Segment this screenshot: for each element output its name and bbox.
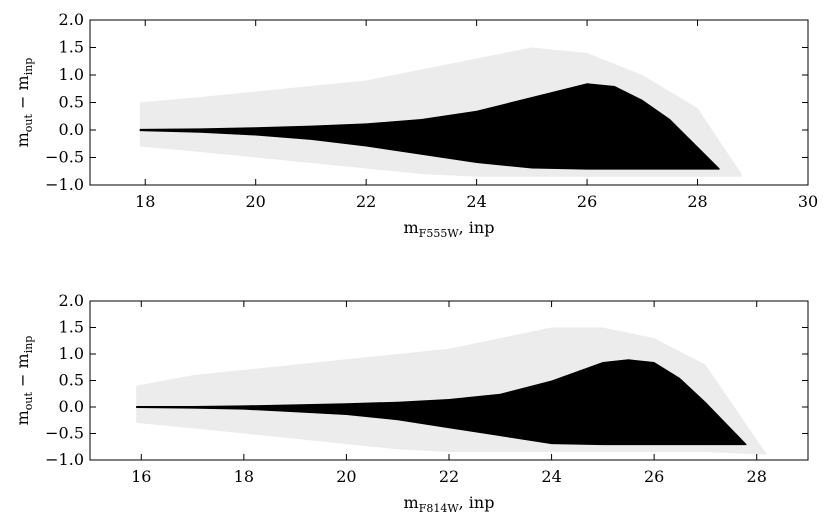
x-axis-label: mF555W, inp [404,218,495,240]
y-tick-label: 0.0 [59,397,84,416]
x-axis-label-part: F555W [419,227,460,240]
panel: 16 18 20 22 24 26 28−1.0−0.50.00.51.01.52.0mF8… [13,291,809,515]
x-tick-label: 22 [439,467,459,486]
y-axis-label-part: − m [13,75,32,114]
y-tick-label: 2.0 [59,10,84,29]
x-axis-label-part: , inp [459,218,495,237]
x-tick-label: 30 [798,192,818,211]
x-tick-label: 18 [234,467,254,486]
y-tick-label: 1.0 [59,65,84,84]
y-axis-label-part: m [13,132,32,147]
y-axis-label-part: m [13,410,32,425]
y-tick-label: −0.5 [45,148,84,167]
x-tick-label: 18 [135,192,155,211]
y-tick-label: −0.5 [45,424,84,443]
x-tick-label: 20 [246,192,266,211]
density-band [139,83,720,170]
density-band [136,359,747,446]
panel: 18 20 22 24 26 28 30−1.0−0.50.00.51.01.52.0mF5… [13,10,818,240]
y-axis-label: mout − minp [13,336,35,426]
x-axis-label-part: F814W [419,502,460,515]
y-axis-label-part: out [22,391,35,410]
x-tick-label: 16 [131,467,151,486]
y-tick-label: 1.5 [59,38,84,57]
x-tick-label: 28 [687,192,707,211]
x-axis-label: mF814W, inp [404,493,495,515]
y-tick-label: 1.5 [59,318,84,337]
y-tick-label: 0.5 [59,93,84,112]
x-axis-label-part: m [404,493,419,512]
x-axis-label-part: m [404,218,419,237]
x-tick-label: 22 [356,192,376,211]
y-axis-label-part: inp [22,58,35,76]
y-tick-label: 0.5 [59,371,84,390]
y-tick-label: −1.0 [45,175,84,194]
y-tick-label: 2.0 [59,291,84,310]
x-tick-label: 28 [747,467,767,486]
x-tick-label: 24 [541,467,561,486]
x-tick-label: 26 [644,467,664,486]
y-tick-label: 0.0 [59,120,84,139]
x-axis-label-part: , inp [459,493,495,512]
y-axis-label-part: inp [22,336,35,354]
y-axis-label: mout − minp [13,58,35,148]
y-axis-label-part: out [22,113,35,132]
y-tick-label: −1.0 [45,450,84,469]
y-axis-label-part: − m [13,353,32,392]
x-tick-label: 20 [336,467,356,486]
y-tick-label: 1.0 [59,344,84,363]
x-tick-label: 24 [466,192,486,211]
x-tick-label: 26 [577,192,597,211]
